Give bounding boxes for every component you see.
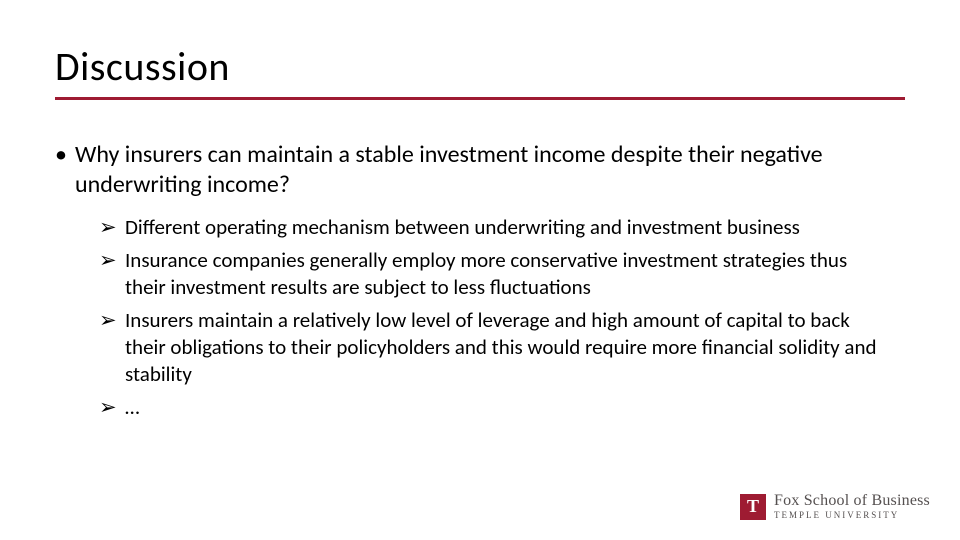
bullet-l1-marker: •	[55, 140, 75, 170]
slide-content: • Why insurers can maintain a stable inv…	[55, 140, 880, 427]
bullet-l2-text: Insurers maintain a relatively low level…	[125, 307, 880, 388]
bullet-l2-text: Different operating mechanism between un…	[125, 214, 800, 241]
slide: Discussion • Why insurers can maintain a…	[0, 0, 960, 540]
slide-title: Discussion	[55, 42, 905, 91]
bullet-l2-marker: ➢	[99, 214, 125, 241]
bullet-l2-marker: ➢	[99, 394, 125, 421]
sub-bullet-list: ➢ Different operating mechanism between …	[99, 214, 880, 421]
bullet-level2: ➢ Different operating mechanism between …	[99, 214, 880, 241]
bullet-l2-text: …	[125, 394, 140, 421]
logo-text: Fox School of Business TEMPLE UNIVERSITY	[774, 493, 930, 520]
bullet-l2-marker: ➢	[99, 307, 125, 334]
footer-logo: T Fox School of Business TEMPLE UNIVERSI…	[740, 493, 930, 520]
logo-line1: Fox School of Business	[774, 493, 930, 509]
bullet-l1-text: Why insurers can maintain a stable inves…	[75, 140, 880, 200]
bullet-l2-text: Insurance companies generally employ mor…	[125, 247, 880, 301]
bullet-level2: ➢ Insurers maintain a relatively low lev…	[99, 307, 880, 388]
temple-t-icon: T	[740, 494, 766, 520]
bullet-level1: • Why insurers can maintain a stable inv…	[55, 140, 880, 200]
bullet-level2: ➢ …	[99, 394, 880, 421]
bullet-level2: ➢ Insurance companies generally employ m…	[99, 247, 880, 301]
title-block: Discussion	[55, 42, 905, 100]
title-underline	[55, 97, 905, 100]
bullet-l2-marker: ➢	[99, 247, 125, 274]
logo-line2: TEMPLE UNIVERSITY	[774, 511, 930, 520]
